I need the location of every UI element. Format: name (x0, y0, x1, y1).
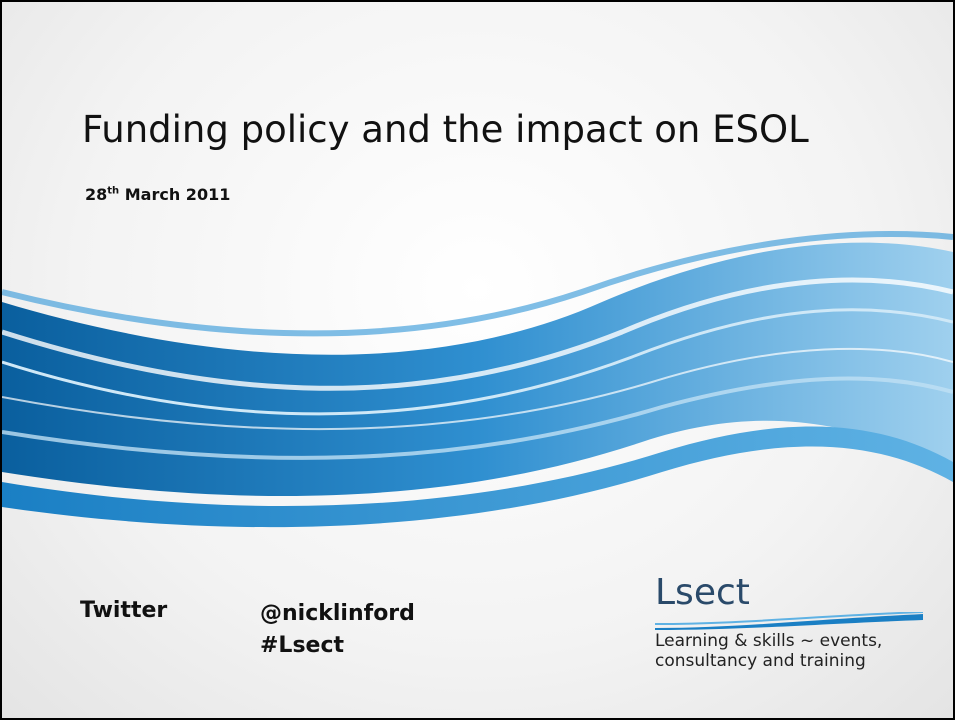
date-rest: March 2011 (124, 185, 231, 204)
handle: @nicklinford (260, 601, 415, 626)
slide-title: Funding policy and the impact on ESOL (82, 108, 809, 151)
twitter-label: Twitter (80, 598, 168, 623)
slide-date: 28th March 2011 (85, 185, 230, 204)
logo-tagline: Learning & skills ~ events, consultancy … (655, 631, 882, 671)
handle: #Lsect (260, 633, 345, 658)
date-suffix: th (107, 185, 120, 197)
logo-name: Lsect (655, 572, 750, 613)
logo-swoosh (655, 612, 923, 630)
twitter-handles: @nicklinford #Lsect (260, 598, 415, 662)
tagline-line: Learning & skills ~ events, (655, 631, 883, 651)
tagline-line: consultancy and training (655, 651, 866, 671)
date-day: 28 (85, 185, 108, 204)
